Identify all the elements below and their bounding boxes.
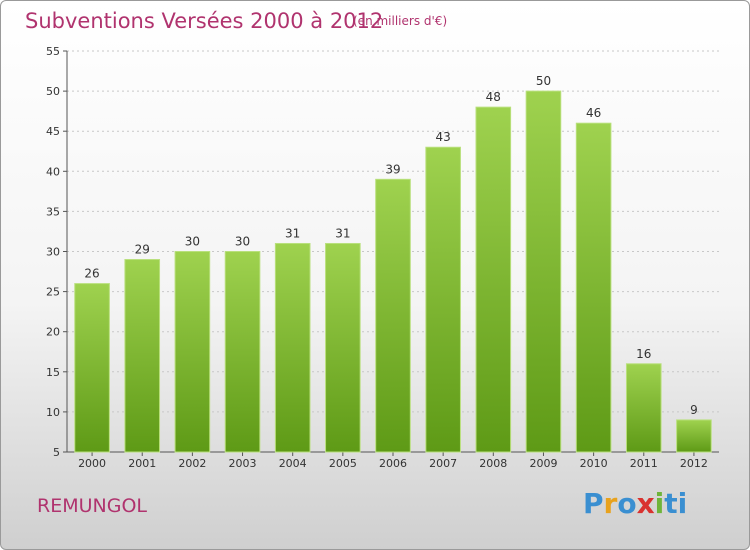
logo-letter: P — [583, 487, 604, 520]
bar — [325, 242, 361, 453]
y-tick-label: 20 — [46, 326, 60, 339]
data-label: 9 — [690, 403, 698, 417]
y-tick-label: 40 — [46, 165, 60, 178]
y-tick-label: 35 — [46, 205, 60, 218]
y-tick-label: 45 — [46, 125, 60, 138]
x-tick-label: 2010 — [580, 457, 608, 470]
value-labels: 26 29 30 30 31 31 39 43 48 50 46 16 9 — [84, 74, 697, 417]
bar — [124, 259, 161, 453]
x-tick-label: 2006 — [379, 457, 407, 470]
bar — [274, 242, 311, 453]
data-label: 39 — [385, 162, 400, 176]
bar — [375, 178, 411, 453]
chart-title: Subventions Versées 2000 à 2012 — [25, 9, 384, 33]
data-label: 50 — [536, 74, 551, 88]
bar — [575, 122, 612, 453]
data-label: 46 — [586, 106, 601, 120]
data-label: 48 — [486, 90, 501, 104]
x-tick-label: 2009 — [529, 457, 557, 470]
y-tick-label: 5 — [53, 446, 60, 459]
location-name: REMUNGOL — [37, 495, 147, 517]
x-tick-label: 2003 — [229, 457, 257, 470]
proxiti-logo: Proxiti — [583, 487, 687, 520]
x-tick-label: 2004 — [279, 457, 307, 470]
x-tick-label: 2011 — [630, 457, 658, 470]
data-label: 31 — [335, 226, 350, 240]
x-tick-label: 2002 — [178, 457, 206, 470]
x-tick-label: 2000 — [78, 457, 106, 470]
logo-letter: r — [603, 487, 618, 520]
data-label: 30 — [235, 235, 250, 249]
x-tick-label: 2012 — [680, 457, 708, 470]
x-tick-label: 2005 — [329, 457, 357, 470]
logo-letter: t — [664, 487, 678, 520]
chart-subtitle: (en milliers d'€) — [353, 14, 448, 28]
logo-letter: i — [654, 487, 665, 520]
y-tick-label: 15 — [46, 366, 60, 379]
data-label: 31 — [285, 226, 300, 240]
logo-letter: i — [677, 487, 688, 520]
bar — [625, 363, 662, 453]
bar — [74, 283, 110, 453]
bar — [475, 106, 512, 453]
x-tick-label: 2008 — [479, 457, 507, 470]
y-tick-label: 30 — [46, 246, 60, 259]
logo-letter: x — [636, 487, 655, 520]
bar — [676, 419, 712, 453]
bar — [525, 90, 562, 453]
bar — [425, 146, 461, 453]
y-tick-label: 25 — [46, 286, 60, 299]
data-label: 16 — [636, 347, 651, 361]
y-tick-label: 10 — [46, 406, 60, 419]
data-label: 29 — [135, 243, 150, 257]
y-tick-label: 50 — [46, 85, 60, 98]
bar — [174, 251, 211, 453]
data-label: 30 — [185, 235, 200, 249]
data-label: 43 — [436, 130, 451, 144]
bar — [224, 251, 261, 453]
x-tick-label: 2001 — [128, 457, 156, 470]
data-label: 26 — [84, 267, 99, 281]
bars — [74, 90, 712, 453]
x-tick-label: 2007 — [429, 457, 457, 470]
y-tick-label: 55 — [46, 45, 60, 58]
logo-letter: o — [617, 487, 637, 520]
